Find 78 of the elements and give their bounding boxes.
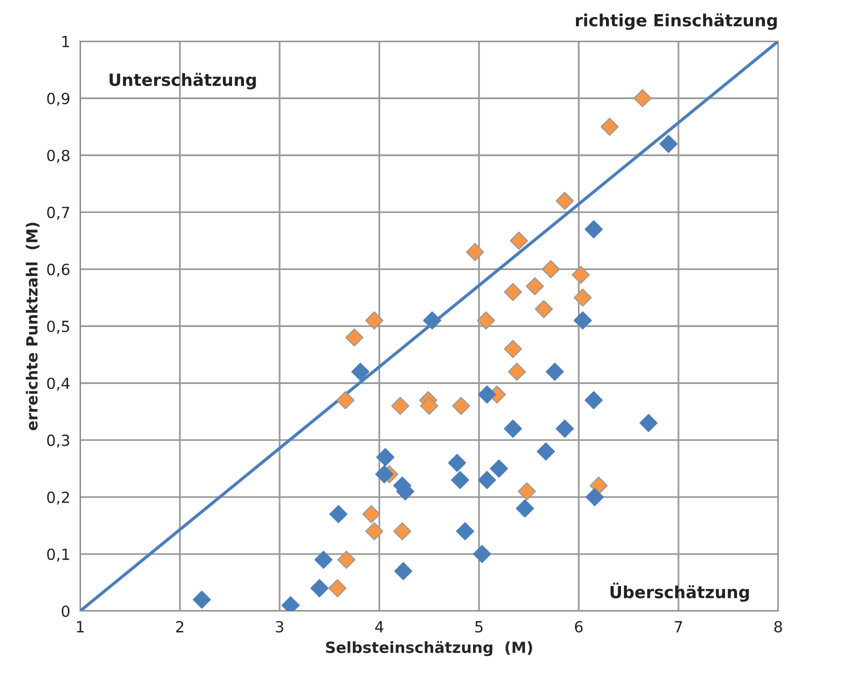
point	[365, 311, 384, 330]
y-tick-label: 0,6	[47, 264, 70, 277]
point	[504, 420, 522, 438]
point	[510, 232, 528, 250]
point	[476, 311, 496, 330]
point	[466, 243, 484, 262]
point	[310, 579, 329, 598]
point	[574, 311, 592, 330]
point	[534, 300, 553, 318]
point	[584, 391, 603, 410]
point	[337, 550, 356, 569]
point	[452, 396, 470, 415]
point	[556, 192, 574, 210]
point	[572, 266, 590, 284]
point	[336, 391, 354, 410]
point	[314, 550, 333, 569]
point	[328, 579, 346, 598]
point	[659, 134, 678, 153]
point	[478, 385, 496, 404]
point	[504, 282, 522, 302]
x-tick-label: 8	[774, 620, 782, 633]
point	[590, 476, 608, 495]
annotation: Überschätzung	[610, 582, 749, 602]
y-tick-label: 0,3	[47, 434, 70, 448]
point	[375, 465, 394, 484]
y-tick-label: 0,2	[47, 492, 69, 505]
x-tick-label: 7	[674, 621, 682, 632]
x-tick-label: 5	[475, 621, 483, 633]
y-tick-label: 1	[62, 36, 70, 48]
point	[345, 328, 364, 347]
point	[393, 522, 412, 540]
point	[508, 362, 526, 381]
point	[542, 260, 560, 278]
point	[376, 448, 394, 466]
point	[516, 499, 534, 518]
point	[490, 460, 508, 478]
point	[574, 288, 592, 307]
point	[639, 414, 658, 432]
point	[451, 470, 470, 490]
point	[362, 505, 380, 524]
point	[351, 362, 370, 381]
point	[423, 311, 442, 330]
point	[192, 590, 211, 609]
point	[472, 544, 492, 564]
point	[600, 118, 619, 136]
point	[448, 454, 466, 472]
point	[420, 396, 438, 415]
y-tick-label: 0,1	[47, 548, 70, 562]
x-tick-label: 3	[276, 620, 284, 633]
x-tick-label: 2	[176, 620, 184, 632]
point	[536, 442, 555, 461]
point	[365, 522, 384, 540]
y-tick-label: 0,8	[47, 150, 70, 163]
x-tick-label: 6	[574, 620, 583, 633]
point	[546, 362, 564, 381]
y-tick-label: 0,9	[47, 92, 70, 106]
text: richtige Einschätzung	[576, 13, 777, 30]
point	[556, 420, 574, 438]
point	[586, 488, 604, 506]
y-axis-title: erreichte Punktzahl (M)	[26, 222, 40, 430]
point	[526, 277, 544, 296]
y-tick-label: 0,5	[47, 320, 70, 334]
point	[504, 340, 522, 358]
x-tick-label: 1	[77, 621, 84, 632]
point	[394, 562, 412, 580]
point	[584, 220, 603, 238]
point	[518, 482, 536, 500]
x-axis-title: Selbsteinschätzung (M)	[326, 641, 532, 656]
y-tick-label: 0,7	[47, 206, 70, 220]
x-tick-label: 4	[375, 621, 384, 632]
point	[391, 396, 410, 415]
y-tick-label: 0	[62, 605, 70, 618]
point	[634, 89, 652, 108]
point	[478, 470, 496, 490]
point	[456, 522, 474, 540]
point	[329, 505, 348, 524]
y-tick-label: 0,4	[47, 378, 70, 391]
annotation: Unterschätzung	[110, 72, 256, 90]
